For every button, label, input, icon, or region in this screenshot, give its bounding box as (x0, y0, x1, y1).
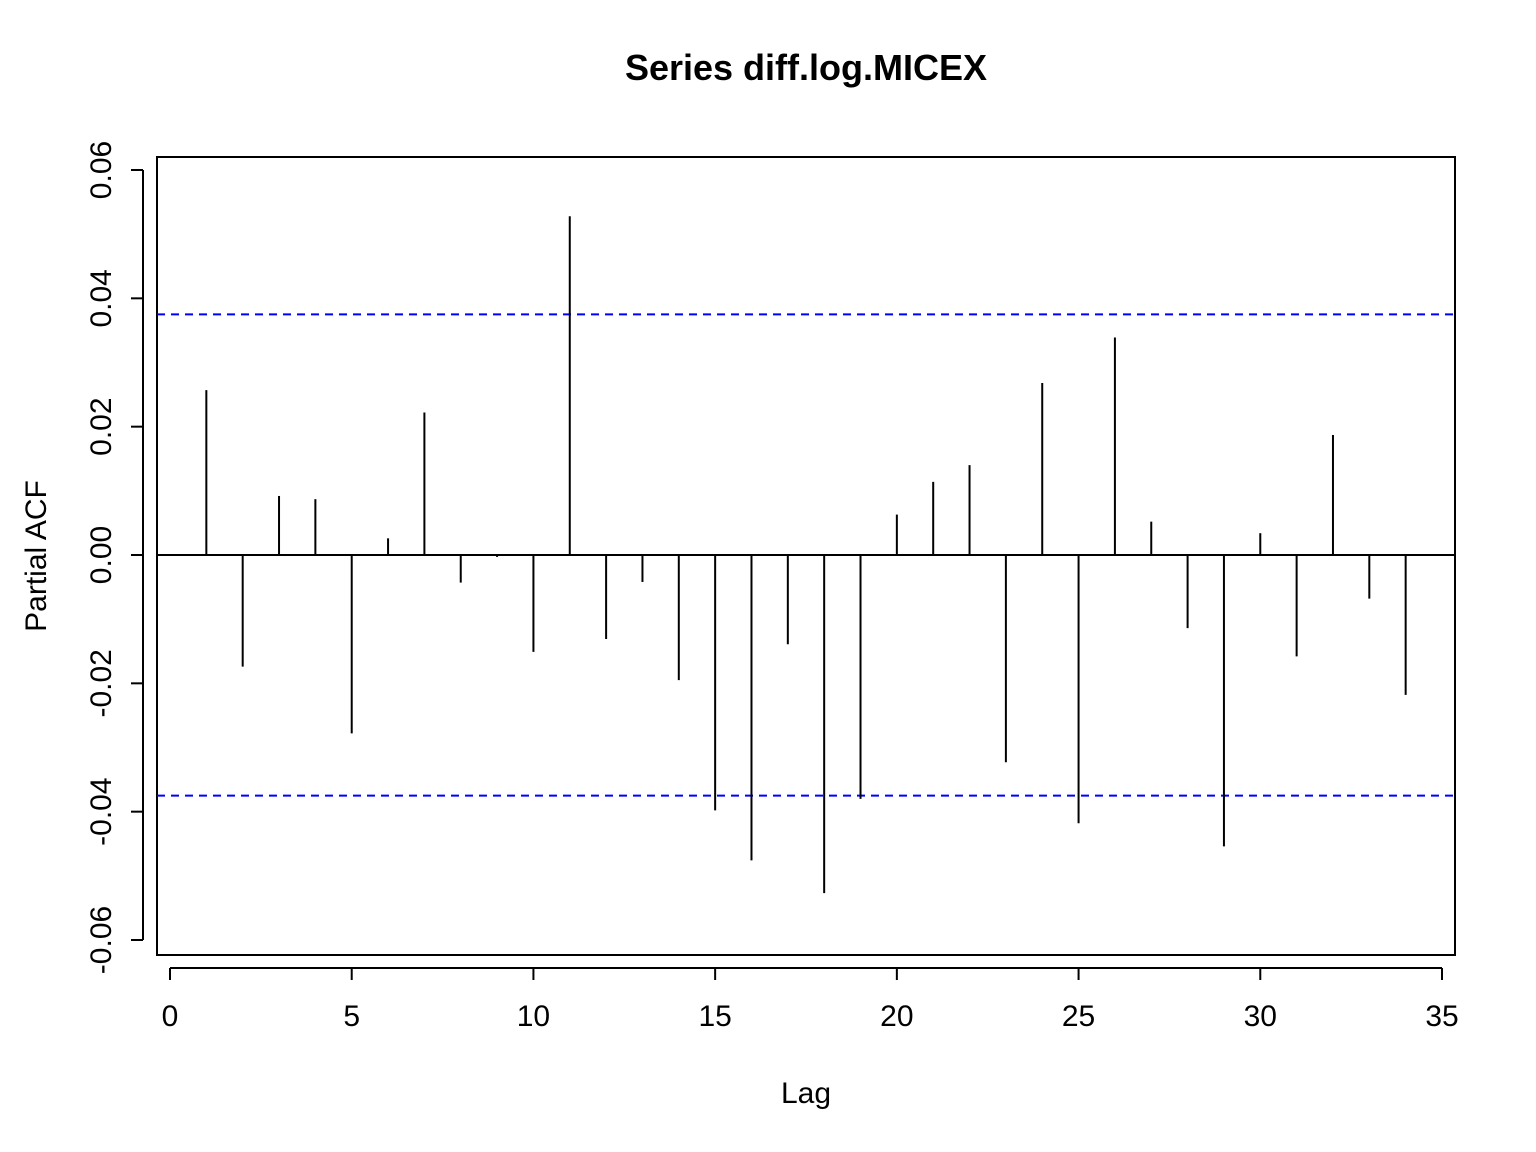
y-axis-label: Partial ACF (20, 480, 53, 632)
x-axis-label: Lag (781, 1077, 831, 1110)
chart-title: Series diff.log.MICEX (625, 47, 987, 88)
y-tick-label: -0.04 (85, 777, 118, 845)
x-axis: 0 5 10 15 20 25 30 35 (162, 967, 1459, 1033)
y-axis: -0.06 -0.04 -0.02 0.00 0.02 0.04 0.06 (85, 141, 144, 974)
x-tick-label: 15 (698, 1000, 731, 1033)
confidence-bounds (157, 313, 1455, 797)
x-tick-label: 35 (1425, 1000, 1458, 1033)
y-tick-label: 0.02 (85, 397, 118, 455)
x-tick-label: 0 (162, 1000, 179, 1033)
y-tick-label: -0.06 (85, 906, 118, 974)
x-tick-label: 5 (343, 1000, 360, 1033)
x-tick-label: 25 (1062, 1000, 1095, 1033)
pacf-spikes (205, 216, 1407, 894)
y-tick-label: 0.04 (85, 269, 118, 327)
x-tick-label: 10 (517, 1000, 550, 1033)
y-tick-label: 0.00 (85, 526, 118, 584)
x-tick-label: 30 (1244, 1000, 1277, 1033)
y-tick-label: -0.02 (85, 649, 118, 717)
y-tick-label: 0.06 (85, 141, 118, 199)
x-tick-label: 20 (880, 1000, 913, 1033)
